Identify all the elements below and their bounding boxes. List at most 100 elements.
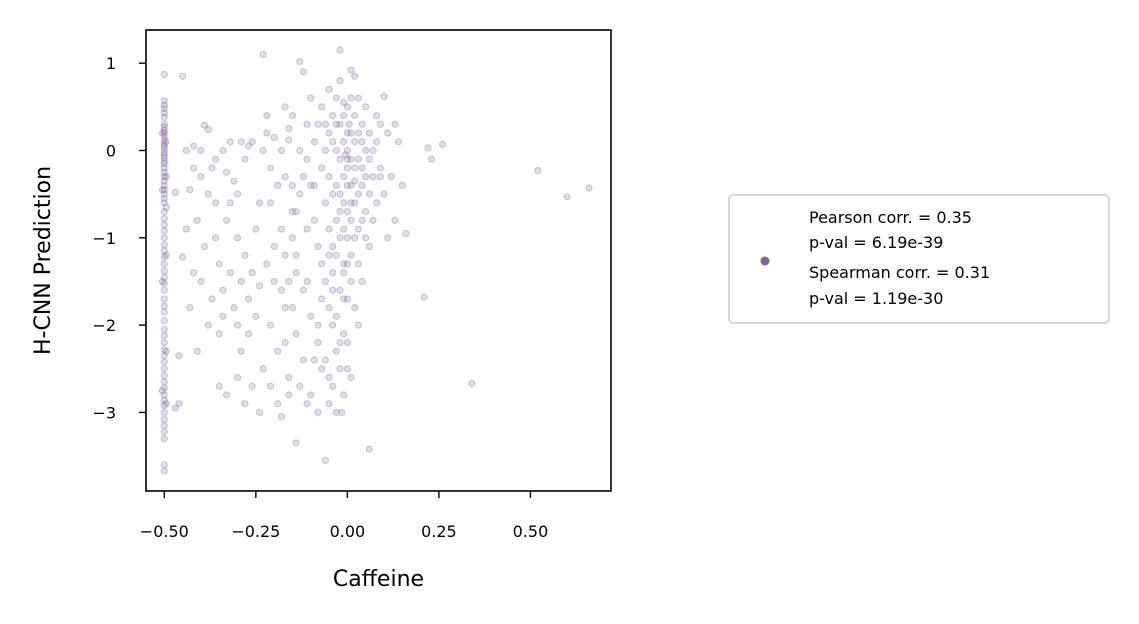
scatter-point [226,138,234,146]
scatter-point [266,199,275,207]
scatter-point [351,234,359,242]
scatter-point [160,428,168,436]
scatter-point [288,208,297,216]
scatter-point [534,166,542,175]
scatter-point [160,120,168,128]
scatter-point [160,234,168,242]
scatter-point [365,155,373,163]
scatter-point [179,253,187,261]
scatter-point [160,325,168,334]
scatter-point [369,173,377,181]
scatter-point [160,461,168,469]
scatter-point [281,103,289,111]
scatter-point [182,225,190,233]
scatter-point [160,173,168,181]
scatter-point [160,358,168,366]
scatter-point [160,279,168,287]
scatter-point [365,445,373,453]
scatter-point [347,181,355,190]
scatter-point [160,214,168,223]
scatter-point [160,331,168,340]
scatter-point [190,164,198,172]
scatter-point [292,208,300,216]
scatter-point [384,234,392,242]
scatter-point [288,111,297,120]
scatter-point [160,308,168,316]
scatter-point [160,345,168,354]
scatter-point [233,321,242,329]
scatter-point [340,138,348,146]
scatter-point [160,164,168,172]
y-axis-label: H-CNN Prediction [31,166,56,355]
scatter-point [252,225,260,233]
scatter-point [277,225,286,233]
scatter-point [160,177,168,185]
scatter-point [160,126,168,135]
scatter-point [252,312,260,320]
scatter-point [307,94,315,102]
scatter-point [160,372,168,380]
scatter-point [233,373,242,382]
scatter-point [160,194,168,203]
scatter-point [424,144,432,152]
scatter-point [358,216,366,224]
scatter-point [354,321,362,329]
scatter-point [285,125,293,133]
scatter-point [160,338,168,347]
scatter-point [266,382,275,390]
scatter-point [244,142,253,150]
scatter-point [358,138,366,146]
scatter-point [285,136,293,144]
scatter-point [354,190,362,198]
scatter-point [420,293,428,301]
scatter-point [365,190,373,198]
scatter-point [255,408,264,417]
scatter-point [354,129,362,137]
scatter-point [160,317,168,325]
scatter-point [211,234,220,242]
scatter-point [226,269,234,277]
scatter-point [321,277,330,286]
scatter-point [233,190,242,198]
scatter-point [303,120,311,128]
scatter-point [190,269,198,277]
scatter-point [162,400,170,408]
scatter-point [321,199,330,207]
scatter-point [332,181,340,190]
scatter-point [358,277,366,286]
scatter-point [438,140,447,148]
scatter-point [208,164,216,172]
scatter-point [241,155,249,163]
scatter-point [186,304,194,312]
scatter-point [193,216,201,224]
scatter-point [318,365,326,373]
scatter-point [310,216,319,224]
scatter-point [325,225,333,233]
scatter-point [160,129,168,137]
scatter-point [160,352,168,360]
legend-frame [728,194,1110,324]
scatter-point [281,304,289,312]
scatter-point [347,94,355,102]
scatter-point [325,400,333,408]
scatter-point [160,253,168,261]
scatter-point [241,400,249,408]
scatter-point [325,373,333,382]
scatter-point [160,241,168,249]
scatter-point [160,190,168,198]
legend-line-spearman: Spearman corr. = 0.31 [809,263,990,282]
scatter-point [160,273,168,281]
legend-line-spearman-pval: p-val = 1.19e-30 [809,289,943,308]
scatter-point [314,408,322,417]
scatter-point [380,190,388,198]
scatter-point [292,330,300,338]
scatter-point [427,155,436,163]
scatter-point [162,138,170,146]
scatter-point [354,155,362,163]
scatter-point [340,199,348,207]
scatter-point [373,199,381,207]
scatter-point [347,129,355,137]
scatter-point [347,251,355,259]
scatter-point [160,113,168,121]
